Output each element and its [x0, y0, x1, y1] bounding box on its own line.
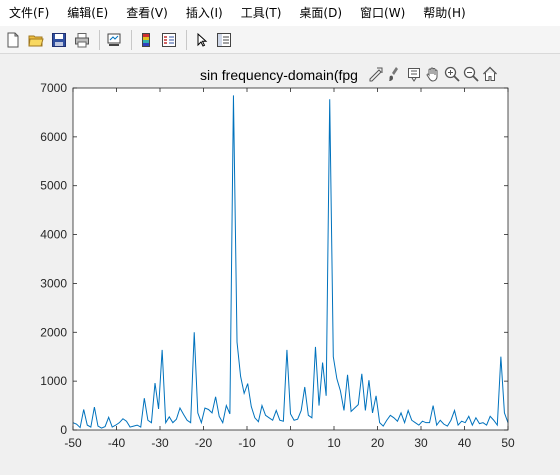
x-tick-label-1: -40 [108, 436, 126, 450]
menu-insert[interactable]: 插入(I) [185, 6, 223, 20]
x-tick-label-10: 50 [501, 436, 515, 450]
menu-bar: 文件(F) 编辑(E) 查看(V) 插入(I) 工具(T) 桌面(D) 窗口(W… [0, 0, 560, 27]
menu-view[interactable]: 查看(V) [126, 6, 168, 20]
series-line-0 [72, 95, 509, 429]
menu-help[interactable]: 帮助(H) [423, 6, 466, 20]
new-figure-icon[interactable] [3, 30, 23, 50]
zoom-in-icon[interactable] [442, 65, 461, 84]
axes-background [73, 88, 508, 430]
y-tick-label-3: 3000 [40, 276, 67, 290]
property-inspector-icon[interactable] [214, 30, 234, 50]
zoom-out-icon[interactable] [461, 65, 480, 84]
y-tick-label-4: 4000 [40, 228, 67, 242]
menu-edit[interactable]: 编辑(E) [67, 6, 109, 20]
print-icon[interactable] [72, 30, 92, 50]
tick-labels: -50 -40 -30 -20 -10 0 10 20 30 40 50 0 1000 2000 3000 4… [40, 81, 515, 450]
figure-toolbar [0, 26, 560, 54]
y-tick-label-0: 0 [60, 423, 67, 437]
menu-tools[interactable]: 工具(T) [240, 6, 282, 20]
y-tick-label-2: 2000 [40, 325, 67, 339]
menu-file[interactable]: 文件(F) [9, 6, 50, 20]
save-icon[interactable] [49, 30, 69, 50]
data-tips-icon[interactable] [404, 65, 423, 84]
toolbar-separator [99, 29, 100, 50]
home-icon[interactable] [480, 65, 499, 84]
edit-plot-arrow-icon[interactable] [191, 30, 211, 50]
x-tick-label-6: 10 [327, 436, 341, 450]
pan-hand-icon[interactable] [423, 65, 442, 84]
y-tick-label-5: 5000 [40, 179, 67, 193]
y-tick-label-7: 7000 [40, 81, 67, 95]
export-icon[interactable] [366, 65, 385, 84]
x-tick-label-8: 30 [414, 436, 428, 450]
toolbar-separator [186, 29, 187, 50]
chart-title: sin frequency-domain(fpg [200, 67, 358, 83]
menu-window[interactable]: 窗口(W) [360, 6, 406, 20]
axes-toolbar [366, 64, 499, 84]
link-plot-icon[interactable] [104, 30, 124, 50]
y-tick-label-1: 1000 [40, 374, 67, 388]
x-tick-label-4: -10 [238, 436, 256, 450]
insert-legend-icon[interactable] [159, 30, 179, 50]
x-tick-label-2: -30 [151, 436, 169, 450]
toolbar-separator [131, 29, 132, 50]
x-tick-label-5: 0 [287, 436, 294, 450]
x-tick-label-0: -50 [64, 436, 82, 450]
x-tick-label-3: -20 [195, 436, 213, 450]
menu-desktop[interactable]: 桌面(D) [299, 6, 343, 20]
brush-icon[interactable] [385, 65, 404, 84]
open-file-icon[interactable] [26, 30, 46, 50]
axes-border [72, 87, 509, 431]
y-tick-label-6: 6000 [40, 130, 67, 144]
x-tick-label-9: 40 [458, 436, 472, 450]
x-tick-label-7: 20 [371, 436, 385, 450]
insert-colorbar-icon[interactable] [136, 30, 156, 50]
